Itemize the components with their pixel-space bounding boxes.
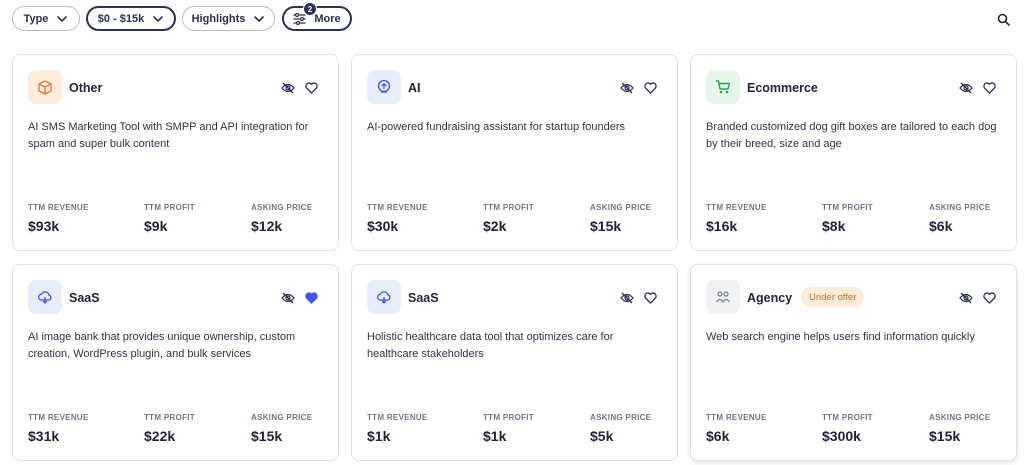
eye-off-icon bbox=[620, 82, 634, 94]
ttm-profit: TTM PROFIT $300k bbox=[822, 413, 873, 444]
ttm-profit: TTM PROFIT $8k bbox=[822, 203, 873, 234]
listing-description: Branded customized dog gift boxes are ta… bbox=[706, 121, 997, 150]
heart-icon bbox=[304, 82, 318, 94]
hide-listing-button[interactable] bbox=[280, 80, 296, 96]
under-offer-badge: Under offer bbox=[801, 287, 865, 307]
ttm-revenue: TTM REVENUE $1k bbox=[367, 413, 428, 444]
hide-listing-button[interactable] bbox=[958, 80, 974, 96]
asking-price: ASKING PRICE $12k bbox=[251, 203, 313, 234]
more-filters-button[interactable]: 2 More bbox=[282, 2, 352, 31]
search-button[interactable] bbox=[994, 10, 1012, 28]
cloud-icon bbox=[28, 280, 62, 314]
hide-listing-button[interactable] bbox=[958, 290, 974, 306]
eye-off-icon bbox=[281, 292, 295, 304]
hide-listing-button[interactable] bbox=[619, 80, 635, 96]
heart-filled-icon bbox=[304, 292, 318, 304]
ttm-profit: TTM PROFIT $1k bbox=[483, 413, 534, 444]
favorite-button[interactable] bbox=[303, 290, 319, 306]
asking-price: ASKING PRICE $6k bbox=[929, 203, 991, 234]
ttm-revenue: TTM REVENUE $30k bbox=[367, 203, 428, 234]
listing-description: Web search engine helps users find infor… bbox=[706, 331, 975, 343]
favorite-button[interactable] bbox=[642, 290, 658, 306]
cloud-icon bbox=[367, 280, 401, 314]
ttm-profit: TTM PROFIT $22k bbox=[144, 413, 195, 444]
listing-description: AI-powered fundraising assistant for sta… bbox=[367, 121, 626, 133]
search-icon bbox=[997, 13, 1010, 26]
eye-off-icon bbox=[959, 82, 973, 94]
price-filter-label: $0 - $15k bbox=[97, 12, 145, 25]
ttm-profit: TTM PROFIT $2k bbox=[483, 203, 534, 234]
heart-icon bbox=[643, 292, 657, 304]
sliders-icon bbox=[293, 12, 307, 25]
ttm-revenue: TTM REVENUE $93k bbox=[28, 203, 89, 234]
listing-card[interactable]: SaaS Holistic healthcare data tool that … bbox=[351, 264, 678, 461]
heart-icon bbox=[982, 292, 996, 304]
category-label: SaaS bbox=[408, 291, 439, 305]
brain-icon bbox=[367, 70, 401, 104]
team-icon bbox=[706, 280, 740, 314]
heart-icon bbox=[982, 82, 996, 94]
listing-description: Holistic healthcare data tool that optim… bbox=[367, 331, 614, 360]
favorite-button[interactable] bbox=[642, 80, 658, 96]
category-label: Agency bbox=[747, 291, 793, 305]
category-label: AI bbox=[408, 81, 421, 95]
favorite-button[interactable] bbox=[981, 80, 997, 96]
hide-listing-button[interactable] bbox=[280, 290, 296, 306]
listing-card[interactable]: SaaS AI image bank that provides unique … bbox=[12, 264, 339, 461]
listing-card[interactable]: AI AI-powered fundraising assistant for … bbox=[351, 54, 678, 251]
ttm-profit: TTM PROFIT $9k bbox=[144, 203, 195, 234]
category-label: Ecommerce bbox=[747, 81, 818, 95]
listing-description: AI SMS Marketing Tool with SMPP and API … bbox=[28, 121, 309, 150]
eye-off-icon bbox=[620, 292, 634, 304]
ttm-revenue: TTM REVENUE $31k bbox=[28, 413, 89, 444]
category-label: Other bbox=[69, 81, 103, 95]
filter-bar: Type $0 - $15k Highlights 2 More bbox=[12, 2, 1012, 32]
box-icon bbox=[28, 70, 62, 104]
eye-off-icon bbox=[959, 292, 973, 304]
chevron-down-icon bbox=[254, 15, 265, 22]
type-filter-label: Type bbox=[23, 12, 49, 25]
listing-card[interactable]: Other AI SMS Marketing Tool with SMPP an… bbox=[12, 54, 339, 251]
asking-price: ASKING PRICE $15k bbox=[929, 413, 991, 444]
asking-price: ASKING PRICE $15k bbox=[251, 413, 313, 444]
type-filter-button[interactable]: Type bbox=[12, 6, 80, 31]
ttm-revenue: TTM REVENUE $6k bbox=[706, 413, 767, 444]
asking-price: ASKING PRICE $5k bbox=[590, 413, 652, 444]
favorite-button[interactable] bbox=[303, 80, 319, 96]
ttm-revenue: TTM REVENUE $16k bbox=[706, 203, 767, 234]
chevron-down-icon bbox=[153, 15, 164, 22]
chevron-down-icon bbox=[57, 15, 68, 22]
listing-card[interactable]: Agency Under offer Web search engine hel… bbox=[690, 264, 1017, 461]
heart-icon bbox=[643, 82, 657, 94]
asking-price: ASKING PRICE $15k bbox=[590, 203, 652, 234]
more-filters-count-badge: 2 bbox=[303, 2, 317, 16]
hide-listing-button[interactable] bbox=[619, 290, 635, 306]
listing-description: AI image bank that provides unique owner… bbox=[28, 331, 296, 360]
listing-card[interactable]: Ecommerce Branded customized dog gift bo… bbox=[690, 54, 1017, 251]
highlights-filter-button[interactable]: Highlights bbox=[182, 6, 275, 31]
highlights-filter-label: Highlights bbox=[191, 12, 246, 25]
favorite-button[interactable] bbox=[981, 290, 997, 306]
eye-off-icon bbox=[281, 82, 295, 94]
category-label: SaaS bbox=[69, 291, 100, 305]
cart-icon bbox=[706, 70, 740, 104]
more-filters-label: More bbox=[314, 12, 341, 25]
price-filter-button[interactable]: $0 - $15k bbox=[86, 6, 176, 31]
